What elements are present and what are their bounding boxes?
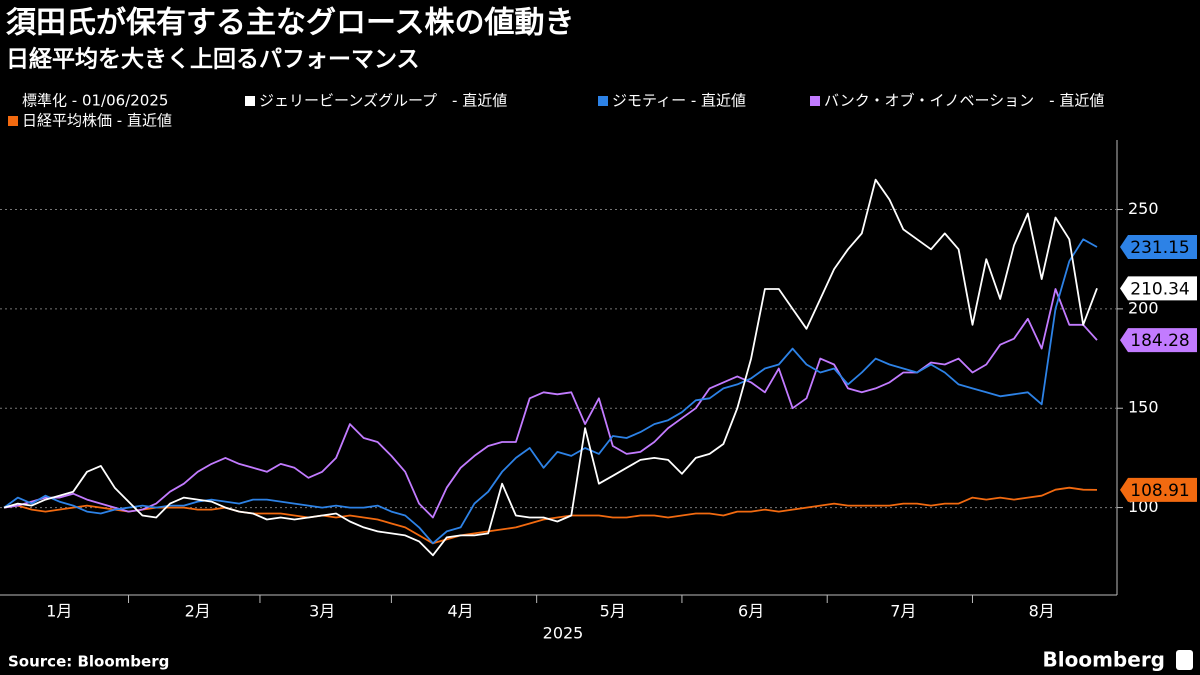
legend-swatch (598, 96, 608, 106)
series-line (3, 486, 1098, 545)
brand: Bloomberg (1043, 648, 1165, 672)
x-tick-label: 6月 (738, 602, 764, 621)
y-tick-label: 200 (1128, 298, 1159, 317)
y-tick-label: 150 (1128, 398, 1159, 417)
normalized-note: 標準化 - 01/06/2025 (22, 92, 168, 110)
series-line (3, 178, 1098, 557)
value-label: 210.34 (1130, 279, 1189, 299)
x-tick-label: 8月 (1029, 602, 1055, 621)
x-tick-label: 1月 (46, 602, 72, 621)
chart-subtitle: 日経平均を大きく上回るパフォーマンス (6, 46, 420, 73)
source: Source: Bloomberg (8, 653, 169, 671)
chart-title: 須田氏が保有する主なグロース株の値動き (6, 6, 575, 41)
legend-swatch (810, 96, 820, 106)
value-label: 231.15 (1130, 238, 1189, 258)
value-tag (1120, 477, 1197, 502)
value-tag (1120, 328, 1197, 353)
x-tick-label: 2月 (185, 602, 211, 621)
legend-label: 日経平均株価 - 直近値 (22, 112, 172, 130)
y-tick-label: 250 (1128, 199, 1159, 218)
legend-label: ジェリービーンズグループ - 直近値 (259, 92, 507, 110)
x-tick-label: 5月 (600, 602, 626, 621)
legend-swatch (8, 116, 18, 126)
series-line (3, 238, 1098, 545)
value-label: 108.91 (1130, 481, 1189, 501)
x-tick-label: 3月 (309, 602, 335, 621)
value-tag (1120, 234, 1197, 259)
x-tick-label: 4月 (447, 602, 473, 621)
legend-label: ジモティー - 直近値 (612, 92, 746, 110)
legend-label: バンク・オブ・イノベーション - 直近値 (824, 92, 1104, 110)
x-tick-label: 7月 (890, 602, 916, 621)
legend-swatch (245, 96, 255, 106)
brand-icon (1176, 650, 1193, 670)
x-axis-label: 2025 (543, 624, 584, 643)
value-tag (1120, 276, 1197, 301)
value-label: 184.28 (1130, 331, 1189, 351)
